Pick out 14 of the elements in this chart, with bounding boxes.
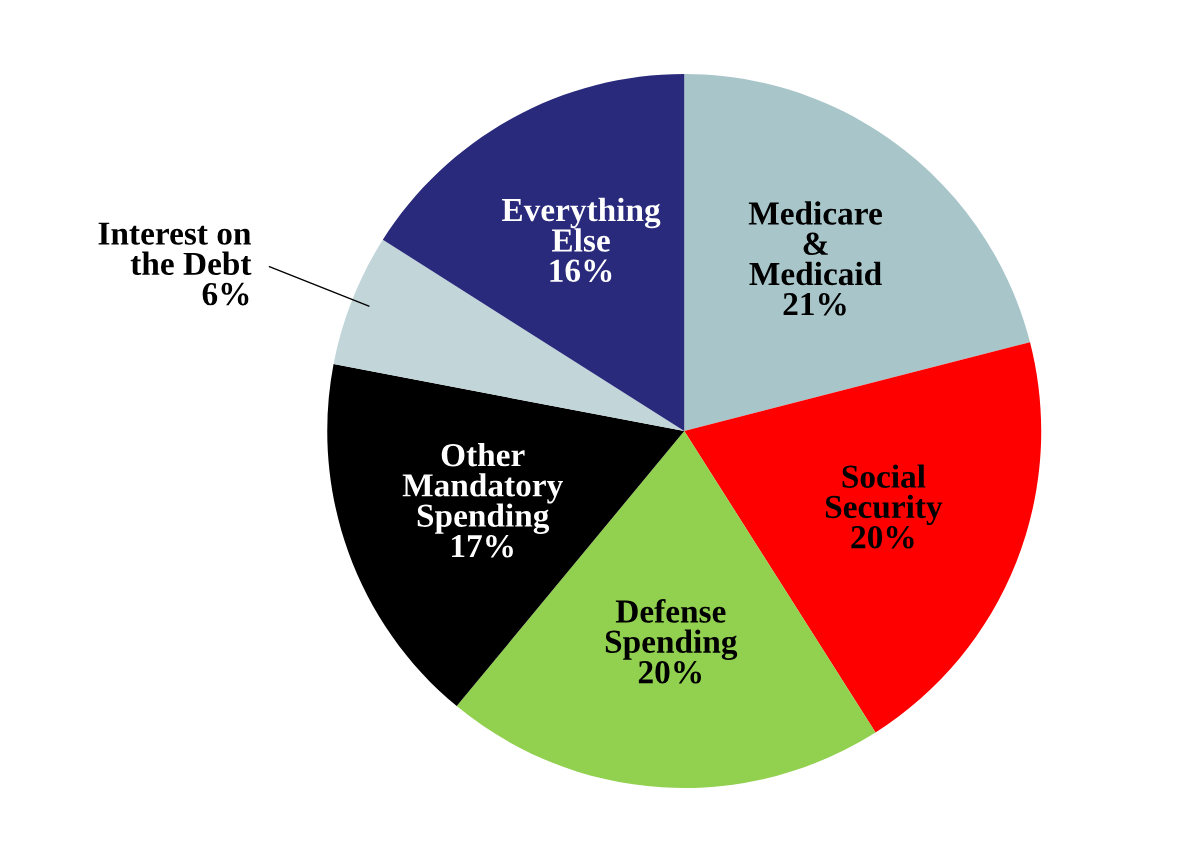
data-label: 20% <box>638 660 702 684</box>
slice-label: Other Mandatory Spending <box>402 442 563 534</box>
slice-label: Defense Spending <box>605 598 738 661</box>
data-label: 20% <box>851 525 914 549</box>
data-label: 16% <box>550 259 612 283</box>
slice-label: Social Security <box>825 464 943 526</box>
slice-label: Interest on the Debt <box>98 222 252 276</box>
data-label: 6% <box>202 282 249 306</box>
slice-label: Medicare & Medicaid <box>748 201 882 286</box>
pie-slice <box>382 74 685 431</box>
pie-slice <box>684 74 1031 431</box>
data-label: 21% <box>783 292 846 316</box>
slice-label: Everything Else <box>502 197 661 252</box>
data-label: 17% <box>452 534 513 558</box>
